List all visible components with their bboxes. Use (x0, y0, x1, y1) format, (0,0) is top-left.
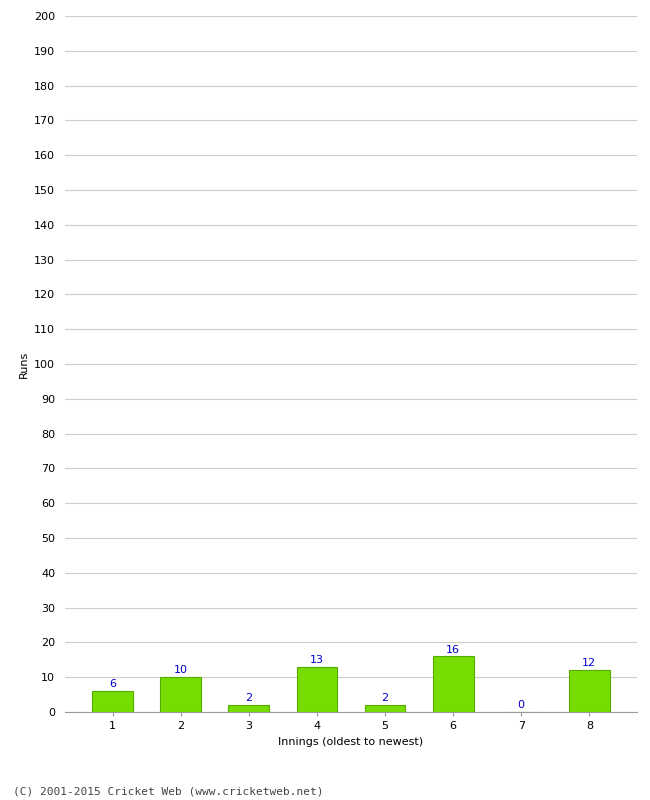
Bar (92, 691, 133, 712)
Text: 2: 2 (245, 694, 252, 703)
X-axis label: Innings (oldest to newest): Innings (oldest to newest) (278, 737, 424, 746)
Text: 0: 0 (518, 700, 525, 710)
Bar (365, 705, 406, 712)
Bar (296, 666, 337, 712)
Text: 13: 13 (310, 655, 324, 665)
Bar (228, 705, 269, 712)
Text: 16: 16 (446, 645, 460, 654)
Bar (161, 677, 202, 712)
Bar (433, 656, 474, 712)
Y-axis label: Runs: Runs (19, 350, 29, 378)
Text: (C) 2001-2015 Cricket Web (www.cricketweb.net): (C) 2001-2015 Cricket Web (www.cricketwe… (13, 786, 324, 796)
Text: 2: 2 (382, 694, 389, 703)
Text: 12: 12 (582, 658, 597, 669)
Text: 10: 10 (174, 666, 188, 675)
Bar (569, 670, 610, 712)
Text: 6: 6 (109, 679, 116, 690)
